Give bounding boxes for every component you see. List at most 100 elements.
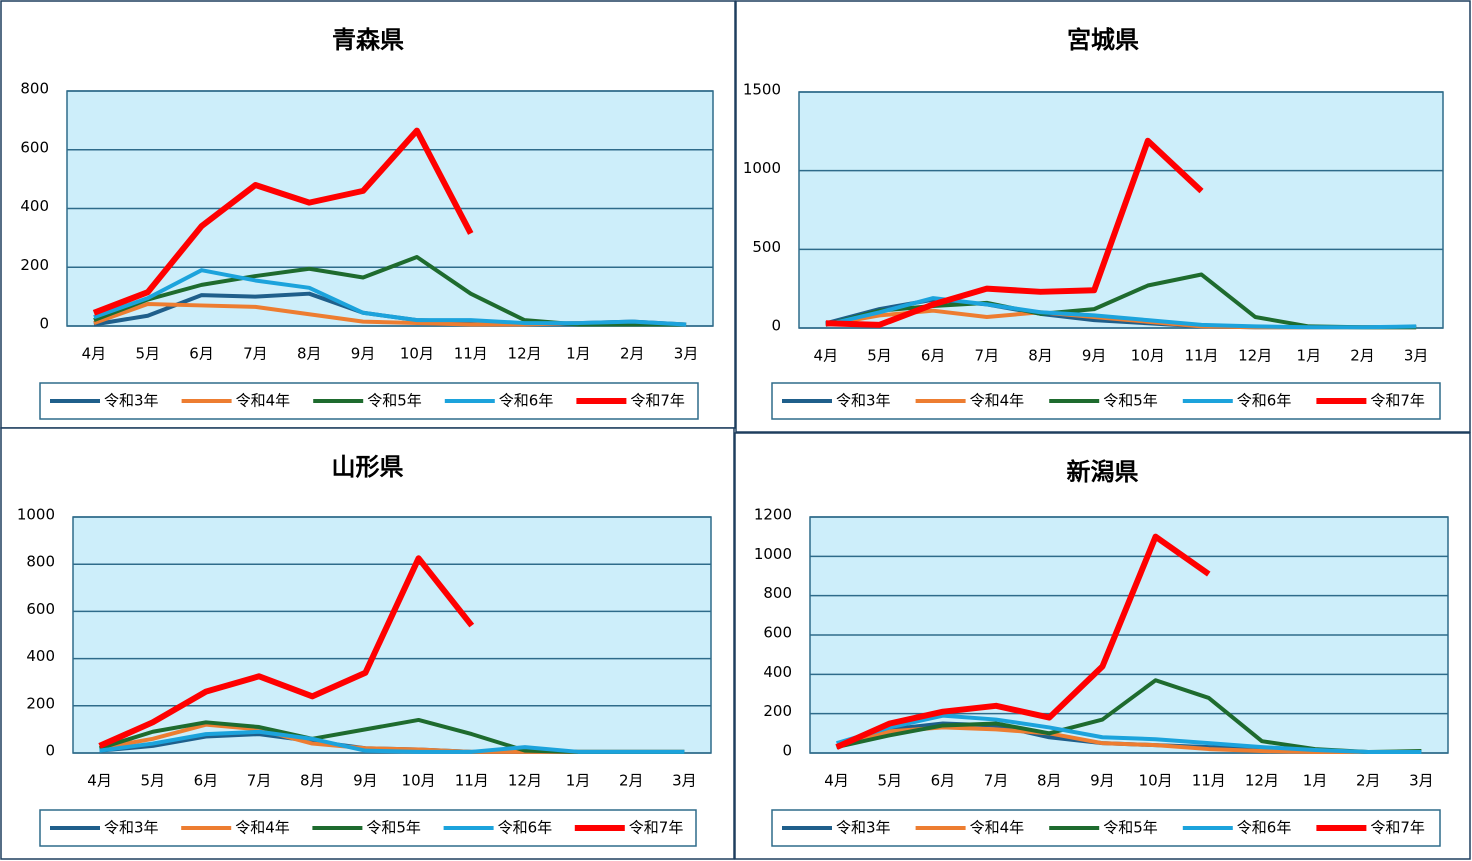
y-tick-label: 400 — [763, 663, 792, 681]
x-tick-label: 6月 — [931, 772, 956, 790]
legend-label: 令和7年 — [630, 392, 685, 410]
y-tick-label: 400 — [26, 647, 55, 665]
x-tick-label: 10月 — [400, 345, 434, 363]
x-tick-label: 5月 — [877, 772, 902, 790]
x-tick-label: 10月 — [1139, 772, 1173, 790]
x-tick-label: 6月 — [921, 347, 946, 365]
series-line — [98, 555, 475, 749]
legend-label: 令和3年 — [836, 819, 891, 837]
chart-title: 山形県 — [332, 453, 404, 481]
plot-area — [72, 516, 712, 754]
series-line — [92, 127, 474, 316]
series-line — [93, 268, 687, 327]
x-tick-label: 4月 — [814, 347, 839, 365]
legend-label: 令和4年 — [235, 819, 290, 837]
y-tick-label: 600 — [763, 624, 792, 642]
legend-label: 令和6年 — [499, 392, 554, 410]
x-tick-label: 8月 — [1037, 772, 1062, 790]
x-tick-label: 2月 — [620, 345, 645, 363]
x-tick-label: 8月 — [300, 772, 325, 790]
x-tick-label: 9月 — [351, 345, 376, 363]
chart-title: 青森県 — [332, 26, 404, 54]
legend-label: 令和6年 — [498, 819, 553, 837]
x-tick-label: 10月 — [402, 772, 436, 790]
x-tick-label: 2月 — [619, 772, 644, 790]
legend-label: 令和7年 — [1370, 392, 1425, 410]
series-line — [836, 713, 1422, 755]
x-tick-label: 5月 — [140, 772, 165, 790]
y-tick-label: 1000 — [743, 159, 781, 177]
legend-label: 令和5年 — [367, 392, 422, 410]
x-tick-label: 7月 — [975, 347, 1000, 365]
y-tick-label: 1000 — [17, 506, 55, 524]
legend-label: 令和4年 — [970, 392, 1025, 410]
x-tick-label: 5月 — [135, 345, 160, 363]
legend-label: 令和3年 — [104, 819, 159, 837]
x-tick-label: 12月 — [1238, 347, 1272, 365]
x-tick-label: 7月 — [984, 772, 1009, 790]
x-tick-label: 9月 — [1090, 772, 1115, 790]
x-tick-label: 2月 — [1350, 347, 1375, 365]
x-tick-label: 12月 — [508, 345, 542, 363]
y-tick-label: 200 — [26, 694, 55, 712]
legend-label: 令和5年 — [1103, 392, 1158, 410]
chart-title: 新潟県 — [1067, 458, 1139, 486]
y-tick-label: 0 — [45, 742, 55, 760]
series-line — [825, 137, 1204, 328]
legend-label: 令和7年 — [629, 819, 684, 837]
x-tick-label: 4月 — [824, 772, 849, 790]
x-tick-label: 5月 — [867, 347, 892, 365]
x-tick-label: 12月 — [1245, 772, 1279, 790]
x-tick-label: 1月 — [566, 772, 591, 790]
series-line — [835, 533, 1211, 750]
x-tick-label: 8月 — [297, 345, 322, 363]
legend-label: 令和4年 — [236, 392, 291, 410]
y-tick-label: 1000 — [754, 545, 792, 563]
legend-label: 令和3年 — [836, 392, 891, 410]
x-tick-label: 3月 — [1409, 772, 1434, 790]
y-tick-label: 500 — [752, 238, 781, 256]
x-tick-label: 9月 — [353, 772, 378, 790]
y-tick-label: 0 — [782, 742, 792, 760]
legend-label: 令和5年 — [366, 819, 421, 837]
legend-label: 令和4年 — [970, 819, 1025, 837]
legend-label: 令和5年 — [1103, 819, 1158, 837]
x-tick-label: 10月 — [1131, 347, 1165, 365]
x-tick-label: 9月 — [1082, 347, 1107, 365]
legend-label: 令和3年 — [104, 392, 159, 410]
x-tick-label: 3月 — [674, 345, 699, 363]
legend-label: 令和6年 — [1237, 392, 1292, 410]
legend-label: 令和7年 — [1370, 819, 1425, 837]
x-tick-label: 1月 — [566, 345, 591, 363]
y-tick-label: 0 — [39, 315, 49, 333]
x-tick-label: 11月 — [1184, 347, 1218, 365]
y-tick-label: 0 — [771, 317, 781, 335]
y-tick-label: 1500 — [743, 81, 781, 99]
x-tick-label: 1月 — [1303, 772, 1328, 790]
x-tick-label: 3月 — [1404, 347, 1429, 365]
x-tick-label: 1月 — [1297, 347, 1322, 365]
x-tick-label: 11月 — [454, 345, 488, 363]
series-line — [825, 296, 1417, 330]
y-tick-label: 800 — [20, 80, 49, 98]
series-line — [99, 729, 685, 754]
x-tick-label: 11月 — [455, 772, 489, 790]
x-tick-label: 2月 — [1356, 772, 1381, 790]
y-tick-label: 600 — [26, 600, 55, 618]
x-tick-label: 8月 — [1028, 347, 1053, 365]
y-tick-label: 200 — [763, 702, 792, 720]
x-tick-label: 6月 — [189, 345, 214, 363]
y-tick-label: 1200 — [754, 506, 792, 524]
y-tick-label: 400 — [20, 197, 49, 215]
y-tick-label: 800 — [763, 584, 792, 602]
y-tick-label: 600 — [20, 138, 49, 156]
chart-title: 宮城県 — [1067, 26, 1139, 54]
x-tick-label: 6月 — [194, 772, 219, 790]
legend-label: 令和6年 — [1237, 819, 1292, 837]
x-tick-label: 3月 — [672, 772, 697, 790]
x-tick-label: 4月 — [82, 345, 107, 363]
y-tick-label: 800 — [26, 553, 55, 571]
y-tick-label: 200 — [20, 256, 49, 274]
x-tick-label: 12月 — [508, 772, 542, 790]
